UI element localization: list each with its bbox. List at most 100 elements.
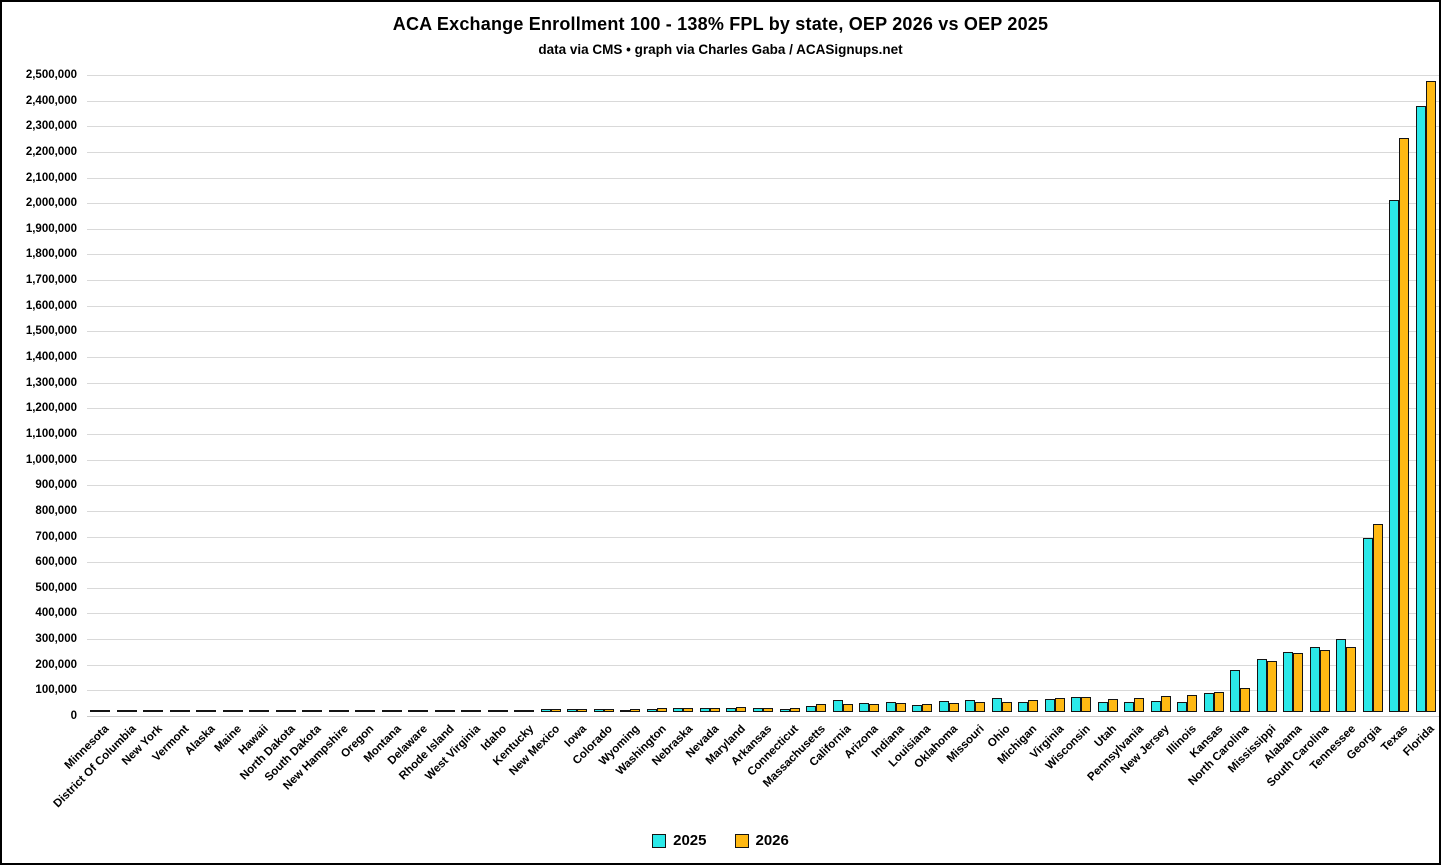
bar-2026-illinois <box>1187 694 1198 712</box>
bar-2025-vermont <box>169 710 180 712</box>
bar-2025-ohio <box>991 698 1002 712</box>
bar-2026-alaska <box>206 710 217 712</box>
bar-2026-north-carolina <box>1240 687 1251 712</box>
bar-2026-new-mexico <box>550 709 561 712</box>
bar-2025-arkansas <box>753 708 763 712</box>
legend-label-2025: 2025 <box>673 832 707 849</box>
y-axis-tick-label: 700,000 <box>35 530 77 543</box>
bar-2026-alabama <box>1293 653 1304 712</box>
y-axis-tick-label: 600,000 <box>35 556 77 569</box>
bar-2026-missouri <box>975 702 986 712</box>
y-gridline <box>87 151 1439 153</box>
legend-swatch-2026 <box>734 833 749 848</box>
chart-title: ACA Exchange Enrollment 100 - 138% FPL b… <box>392 14 1049 34</box>
bar-2025-north-dakota <box>275 710 286 712</box>
legend: 2025 2026 <box>2 832 1439 849</box>
y-gridline <box>87 228 1439 230</box>
bar-2025-south-carolina <box>1309 647 1320 712</box>
y-gridline <box>87 100 1439 102</box>
chart-subtitle: data via CMS • graph via Charles Gaba / … <box>538 42 903 57</box>
y-axis-tick-label: 2,400,000 <box>25 94 77 107</box>
bar-2025-utah <box>1097 702 1108 712</box>
bar-2026-arkansas <box>763 707 773 712</box>
y-gridline <box>87 664 1439 666</box>
bar-2025-minnesota <box>90 710 101 712</box>
bar-2026-texas <box>1399 137 1410 712</box>
bar-2026-mississippi <box>1266 660 1277 712</box>
bar-2026-michigan <box>1028 700 1039 712</box>
bar-2025-kansas <box>1203 692 1214 712</box>
bar-2025-alaska <box>196 710 207 712</box>
bar-2025-wisconsin <box>1071 697 1082 712</box>
bar-2025-district-of-columbia <box>116 710 127 712</box>
bar-2025-nevada <box>699 708 710 712</box>
y-axis-tick-label: 1,400,000 <box>25 351 77 364</box>
bar-2025-connecticut <box>779 708 790 712</box>
bar-2025-rhode-island <box>434 710 445 712</box>
y-gridline <box>87 408 1439 410</box>
bar-2026-kansas <box>1213 691 1224 712</box>
bar-2025-pennsylvania <box>1124 701 1135 712</box>
bar-2025-mississippi <box>1256 659 1267 712</box>
y-gridline <box>87 357 1439 359</box>
y-axis-tick-label: 1,900,000 <box>25 222 77 235</box>
y-gridline <box>87 177 1439 179</box>
bar-2026-ohio <box>1001 701 1012 712</box>
bar-2025-oklahoma <box>938 701 949 712</box>
y-axis-tick-label: 2,300,000 <box>25 120 77 133</box>
bar-2026-louisiana <box>922 703 933 712</box>
bar-2025-illinois <box>1177 701 1188 712</box>
bar-2025-hawaii <box>249 710 260 712</box>
bar-2025-virginia <box>1044 698 1055 712</box>
bar-2026-wyoming <box>630 709 641 712</box>
bar-2025-washington <box>646 709 657 712</box>
bar-2026-idaho <box>497 710 508 712</box>
bar-2025-arizona <box>859 702 870 712</box>
bar-2025-west-virginia <box>461 710 472 712</box>
y-gridline <box>87 587 1439 589</box>
bar-2025-colorado <box>593 709 604 712</box>
bar-2026-new-hampshire <box>338 710 349 712</box>
bar-2025-new-york <box>143 710 154 712</box>
y-gridline <box>87 562 1439 564</box>
bar-2026-georgia <box>1372 523 1383 712</box>
bar-2025-california <box>832 699 843 712</box>
bar-2026-connecticut <box>789 707 800 712</box>
y-gridline <box>87 254 1439 256</box>
bar-2025-montana <box>381 710 392 712</box>
y-axis-tick-label: 800,000 <box>35 504 77 517</box>
bar-2025-oregon <box>355 710 366 712</box>
y-axis-tick-label: 1,300,000 <box>25 376 77 389</box>
y-axis-tick-label: 400,000 <box>35 607 77 620</box>
bar-2026-indiana <box>895 703 906 712</box>
y-axis-tick-label: 900,000 <box>35 479 77 492</box>
bar-2025-michigan <box>1018 702 1029 712</box>
bar-2025-georgia <box>1362 537 1373 712</box>
bar-2026-montana <box>391 710 402 712</box>
bar-2025-south-dakota <box>302 710 313 712</box>
y-axis-tick-label: 1,500,000 <box>25 325 77 338</box>
bar-2026-new-york <box>153 710 164 712</box>
bar-2025-louisiana <box>912 704 923 712</box>
y-axis-tick-label: 100,000 <box>35 684 77 697</box>
bar-2025-florida <box>1415 105 1426 712</box>
bar-2026-kentucky <box>524 709 535 712</box>
bar-2025-maryland <box>726 708 737 712</box>
legend-label-2026: 2026 <box>755 832 789 849</box>
bar-2026-florida <box>1425 81 1436 712</box>
bar-2026-north-dakota <box>285 710 296 712</box>
y-gridline <box>87 75 1439 76</box>
y-gridline <box>87 639 1439 641</box>
y-gridline <box>87 203 1439 205</box>
y-axis-tick-label: 2,000,000 <box>25 197 77 210</box>
bar-2026-hawaii <box>259 710 270 712</box>
bar-2026-maryland <box>736 707 747 712</box>
y-axis-tick-label: 500,000 <box>35 581 77 594</box>
bar-2026-district-of-columbia <box>126 710 137 712</box>
y-axis-tick-label: 200,000 <box>35 658 77 671</box>
bar-2025-kentucky <box>514 709 525 712</box>
legend-swatch-2025 <box>652 833 667 848</box>
bar-2026-nebraska <box>683 708 694 712</box>
y-gridline <box>87 459 1439 461</box>
y-gridline <box>87 536 1439 538</box>
